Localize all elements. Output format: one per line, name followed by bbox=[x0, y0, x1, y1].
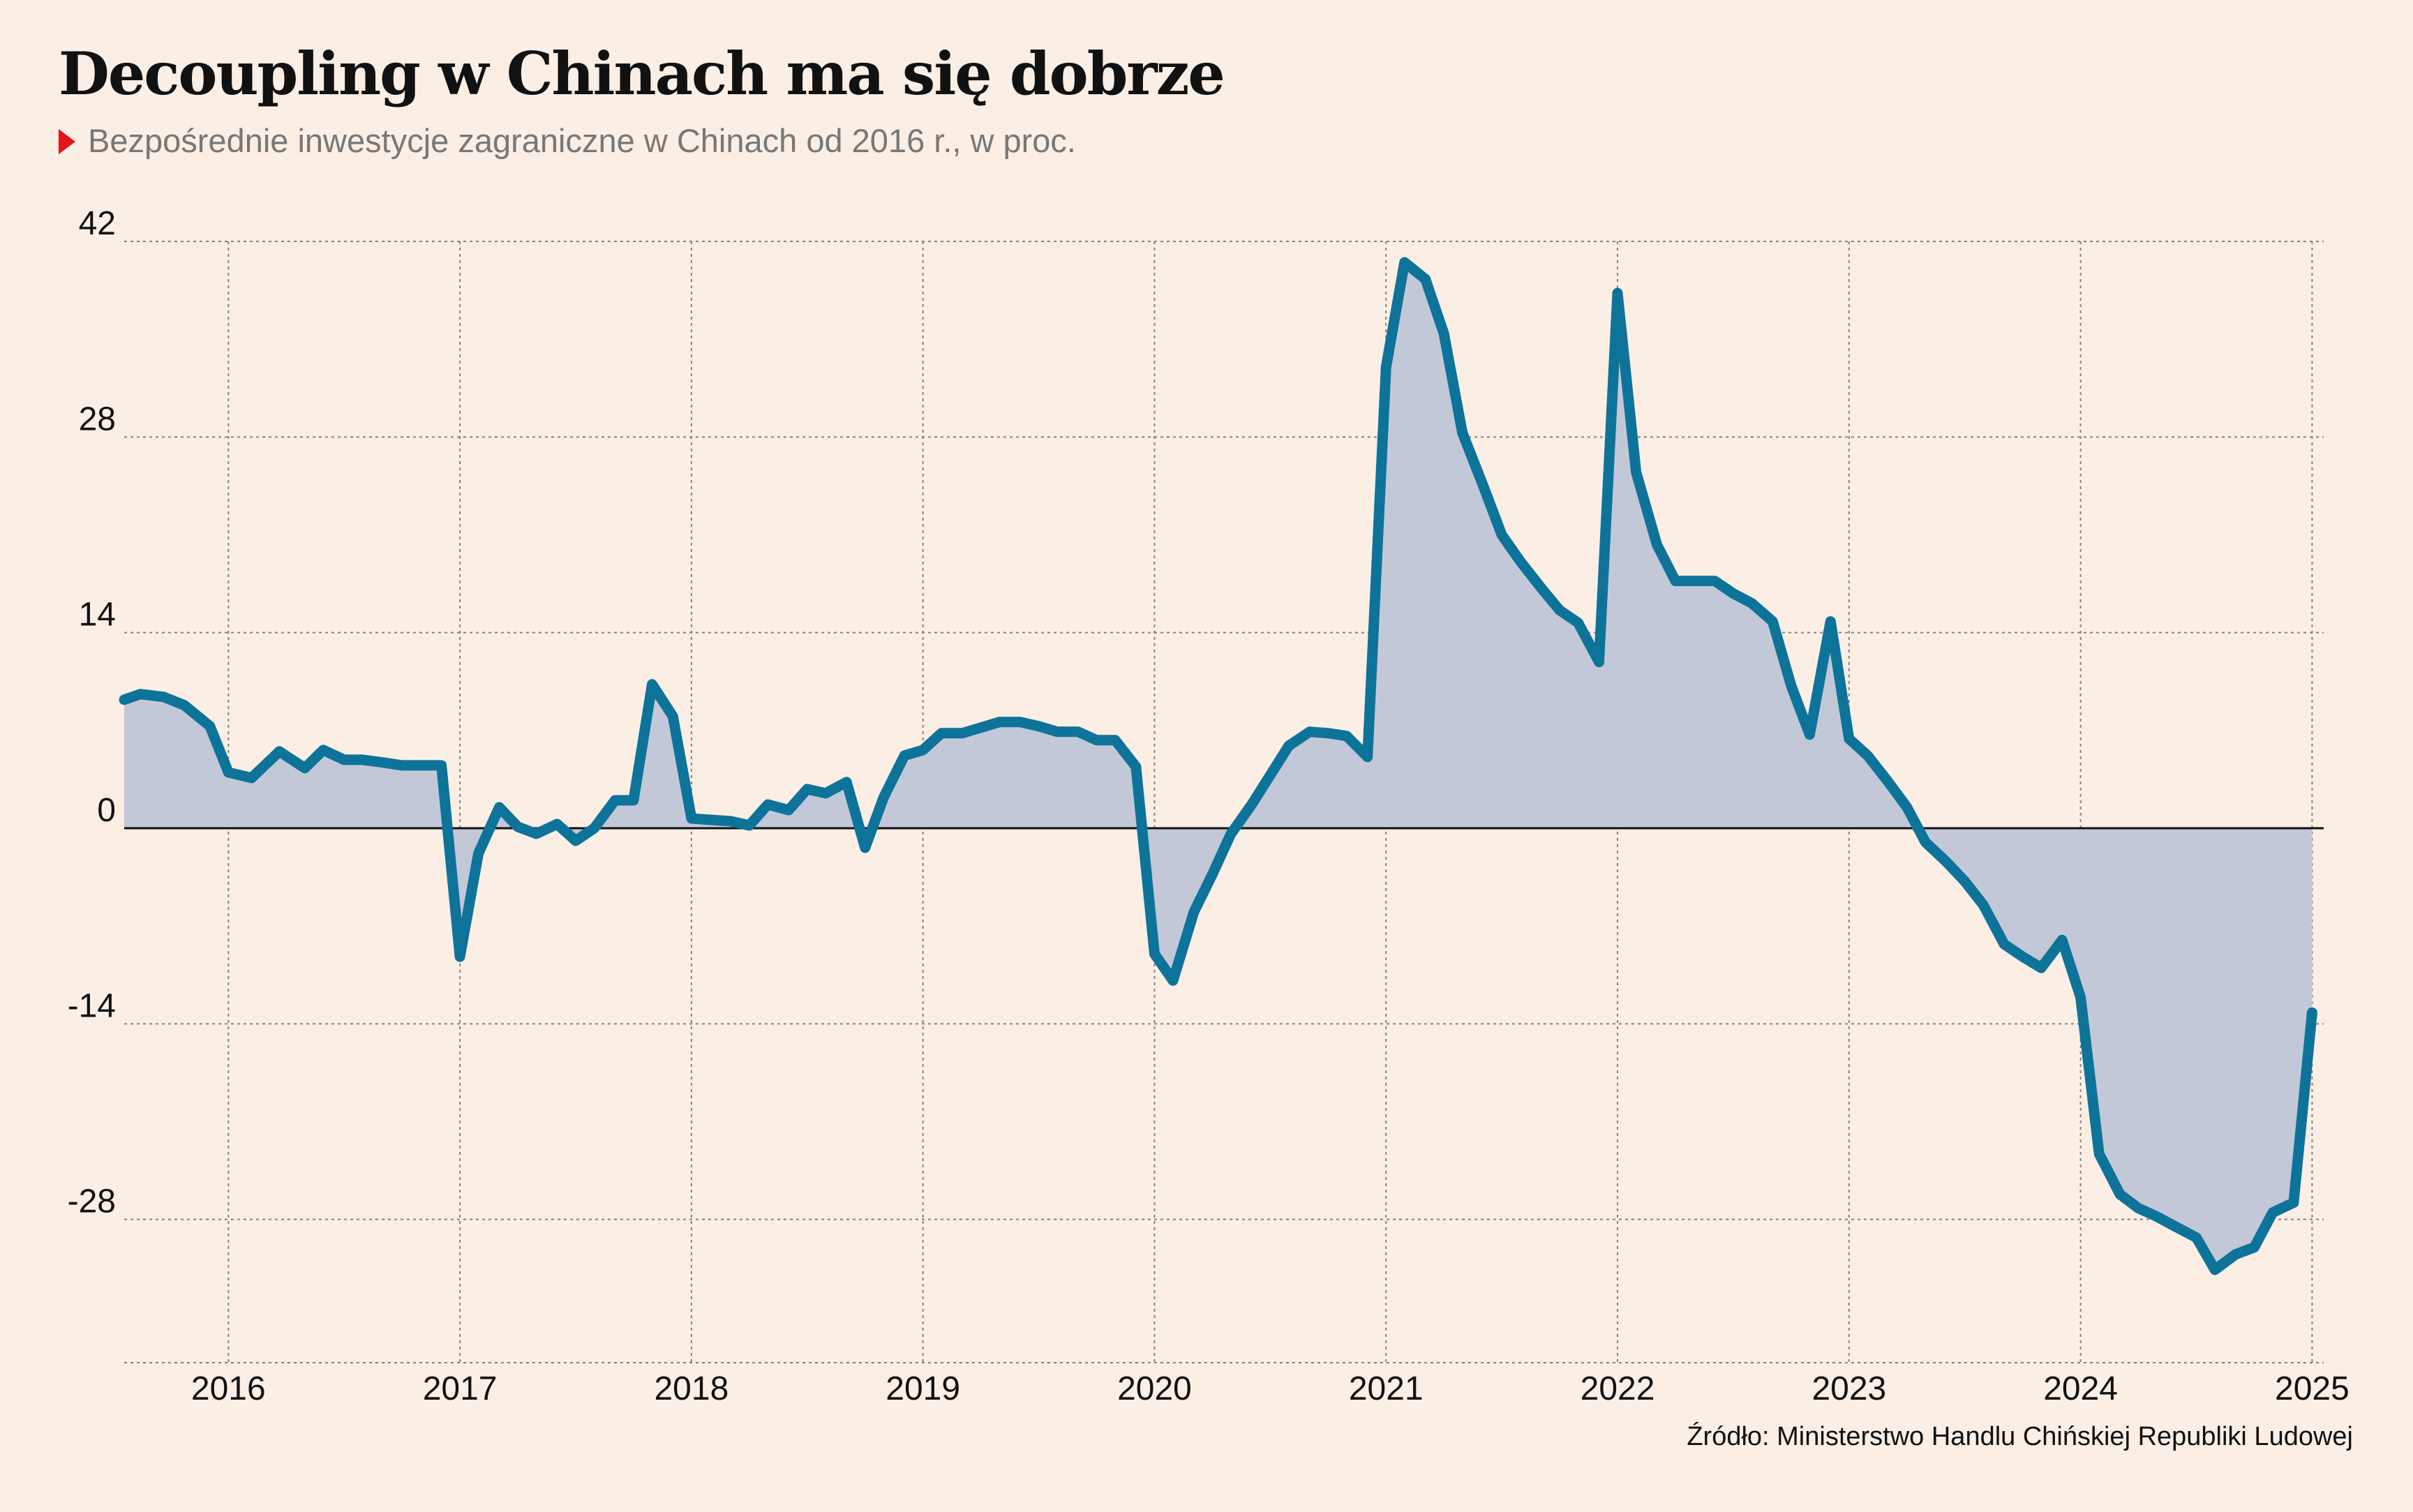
x-tick-label: 2017 bbox=[423, 1370, 498, 1407]
series-line bbox=[119, 257, 2317, 1275]
grid-layer bbox=[124, 241, 2324, 1363]
x-tick-label: 2020 bbox=[1117, 1370, 1192, 1407]
series-area-fill bbox=[124, 262, 2313, 1270]
subtitle-text: Bezpośrednie inwestycje zagraniczne w Ch… bbox=[88, 122, 1076, 159]
axis-layer: 42 28 14 0 -14 -28 2016 2017 2018 2019 2020 2021 202… bbox=[68, 205, 2350, 1407]
x-tick-label: 2021 bbox=[1349, 1370, 1424, 1407]
chart-subtitle: Bezpośrednie inwestycje zagraniczne w Ch… bbox=[59, 124, 1076, 157]
source-note: Źródło: Ministerstwo Handlu Chińskiej Re… bbox=[1687, 1422, 2353, 1451]
y-tick-label: 42 bbox=[79, 205, 116, 242]
x-tick-label: 2018 bbox=[654, 1370, 729, 1407]
y-tick-label: 0 bbox=[97, 792, 116, 829]
page-title: Decoupling w Chinach ma się dobrze bbox=[59, 39, 1225, 108]
x-tick-label: 2024 bbox=[2043, 1370, 2118, 1407]
red-triangle-marker-icon bbox=[59, 129, 75, 154]
x-tick-label: 2022 bbox=[1581, 1370, 1655, 1407]
area-layer bbox=[124, 262, 2324, 1270]
y-tick-label: -28 bbox=[68, 1183, 116, 1220]
x-tick-label: 2025 bbox=[2275, 1370, 2350, 1407]
x-tick-label: 2016 bbox=[191, 1370, 266, 1407]
y-tick-label: -14 bbox=[68, 987, 116, 1024]
y-tick-label: 14 bbox=[79, 597, 116, 634]
y-tick-label: 28 bbox=[79, 401, 116, 437]
line-layer bbox=[119, 257, 2317, 1275]
x-tick-label: 2019 bbox=[886, 1370, 960, 1407]
x-tick-label: 2023 bbox=[1811, 1370, 1886, 1407]
